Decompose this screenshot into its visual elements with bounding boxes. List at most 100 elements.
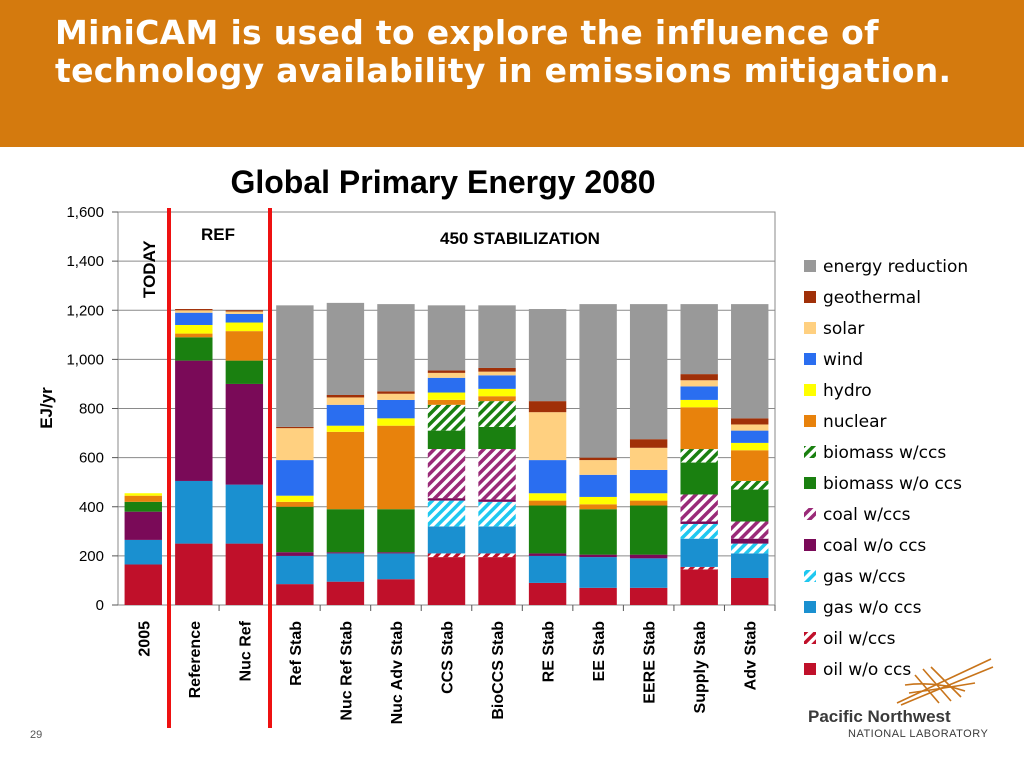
bar-segment-hydro [629,493,668,501]
bar-segment-coal-w-ccs [680,494,718,522]
legend-label: gas w/o ccs [823,598,922,618]
x-tick-label: Supply Stab [692,621,709,714]
bar-segment-biomass-w-o-ccs [528,505,567,554]
bar-segment-coal-w-o-ccs [680,521,718,524]
bar-segment-nuclear [579,504,617,510]
bar-stack-bioccs-stab [478,305,516,605]
bar-segment-oil-w-o-ccs [326,581,365,605]
bar-stack-nuc-ref-stab [326,302,365,605]
y-tick-label: 600 [79,450,104,467]
x-tick-label: Nuc Ref [237,620,254,681]
x-tick-label: RE Stab [541,621,558,683]
annotation-stabilization: 450 STABILIZATION [440,229,600,248]
bar-segment-biomass-w-o-ccs [276,506,314,553]
legend-item-hydro: hydro [804,381,872,401]
bar-segment-oil-w-o-ccs [225,543,264,605]
bar-segment-coal-w-ccs [478,449,516,500]
bar-segment-gas-w-o-ccs [124,539,162,565]
bar-segment-oil-w-o-ccs [629,587,668,605]
legend-swatch [804,260,816,272]
bar-segment-energy-reduction [377,304,415,392]
legend-swatch [804,353,816,365]
bar-segment-oil-w-o-ccs [731,577,769,605]
bar-segment-gas-w-o-ccs [579,557,617,588]
bar-segment-coal-w-o-ccs [175,360,213,481]
bar-segment-biomass-w-o-ccs [377,509,415,553]
legend-swatch [804,446,816,458]
bar-segment-solar [528,412,567,461]
legend-swatch [804,508,816,520]
annotation-ref: REF [201,225,235,244]
bar-segment-nuclear [528,500,567,506]
bar-segment-oil-w-o-ccs [377,579,415,605]
bar-segment-wind [579,474,617,497]
bar-segment-nuclear [124,495,162,502]
legend-label: geothermal [823,288,921,308]
bar-segment-gas-w-o-ccs [680,538,718,567]
slide-header: MiniCAM is used to explore the influence… [0,0,1024,147]
pnnl-logo: Pacific Northwest NATIONAL LABORATORY [800,655,1010,745]
logo-text-secondary: NATIONAL LABORATORY [848,728,989,740]
legend-label: biomass w/ccs [823,443,946,463]
bar-segment-biomass-w-o-ccs [629,505,668,555]
bar-segment-coal-w-o-ccs [731,538,769,544]
y-tick-label: 200 [79,548,104,565]
legend-item-gas-w-o-ccs: gas w/o ccs [804,598,922,618]
bar-segment-oil-w-o-ccs [680,569,718,605]
bar-segment-hydro [478,388,516,397]
bar-segment-biomass-w-o-ccs [175,337,213,361]
bar-segment-hydro [731,442,769,451]
y-tick-label: 1,000 [66,351,104,368]
x-tick-label: 2005 [136,621,153,657]
x-tick-label: Nuc Ref Stab [338,621,355,721]
bar-segment-biomass-w-ccs [478,401,516,427]
logo-mark-icon [896,658,994,706]
bar-segment-coal-w-o-ccs [579,554,617,558]
bar-segment-wind [629,469,668,494]
bar-segment-geothermal [175,309,213,311]
bar-segment-oil-w-o-ccs [124,564,162,605]
bar-segment-solar [629,447,668,470]
legend-label: coal w/o ccs [823,536,926,556]
bar-segment-energy-reduction [528,309,567,402]
bar-segment-oil-w-o-ccs [478,557,516,605]
bar-segment-geothermal [326,394,365,398]
legend-item-biomass-w-o-ccs: biomass w/o ccs [804,474,962,494]
bar-segment-geothermal [579,457,617,461]
bar-segment-oil-w-ccs [680,566,718,570]
bar-segment-hydro [427,392,466,400]
bar-segment-hydro [377,418,415,426]
legend-label: hydro [823,381,872,401]
bar-segment-solar [579,460,617,475]
legend-swatch [804,663,816,675]
bar-segment-solar [276,428,314,461]
x-tick-label: EE Stab [591,621,608,682]
bar-segment-coal-w-o-ccs [225,383,264,485]
bar-segment-solar [175,310,213,313]
y-tick-label: 1,600 [66,204,104,221]
bar-segment-biomass-w-o-ccs [680,462,718,495]
x-tick-label: EERE Stab [642,621,659,704]
bar-segment-nuclear [377,425,415,510]
legend-item-nuclear: nuclear [804,412,886,432]
bars [124,302,769,605]
legend-swatch [804,415,816,427]
bar-segment-wind [326,404,365,426]
bar-segment-biomass-w-o-ccs [326,509,365,553]
bar-segment-solar [680,380,718,387]
bar-segment-coal-w-o-ccs [326,552,365,554]
bar-segment-gas-w-o-ccs [629,558,668,588]
bar-segment-oil-w-ccs [427,553,466,558]
y-tick-label: 0 [96,597,104,614]
legend-item-gas-w-ccs: gas w/ccs [804,567,906,587]
bar-segment-coal-w-o-ccs [629,554,668,559]
bar-segment-nuclear [175,333,213,338]
bar-segment-nuclear [276,501,314,507]
legend-item-coal-w-o-ccs: coal w/o ccs [804,536,926,556]
bar-stack-eere-stab [629,304,668,605]
bar-segment-biomass-w-o-ccs [731,489,769,522]
bar-segment-gas-w-o-ccs [528,555,567,583]
legend-item-coal-w-ccs: coal w/ccs [804,505,911,525]
x-tick-label: Reference [187,621,204,698]
bar-segment-solar [377,393,415,400]
